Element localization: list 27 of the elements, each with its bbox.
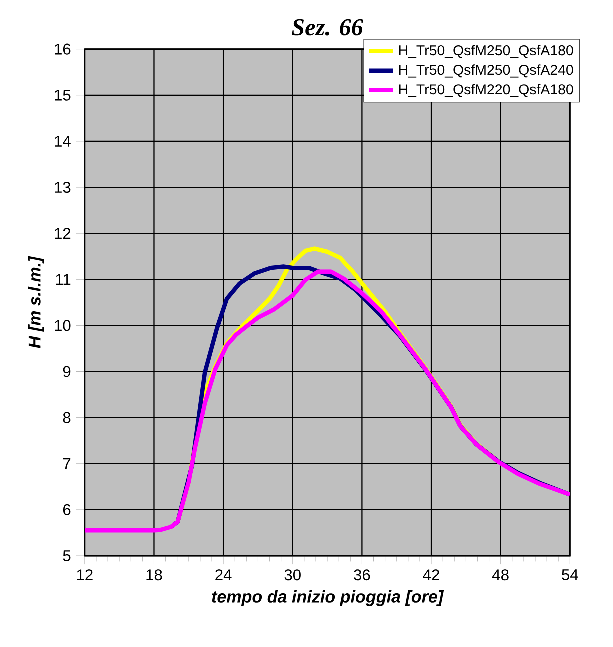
line-series (85, 270, 570, 533)
chart-title: Sez. 66 (292, 19, 364, 36)
y-tick-label: 13 (55, 182, 71, 194)
x-axis-title: tempo da inizio pioggia [ore] (212, 590, 444, 606)
x-tick-label: 12 (78, 570, 94, 580)
y-tick-label: 14 (55, 136, 72, 147)
x-tick-label: 18 (146, 570, 162, 581)
y-tick-label: 12 (55, 228, 71, 240)
y-tick-label: 9 (64, 366, 71, 378)
legend-label: H_Tr50_QsfM250_QsfA180 (400, 45, 574, 58)
y-tick-label: 15 (55, 90, 71, 101)
y-axis-title: H [m s.l.m.] (28, 256, 44, 348)
x-tick-label: 36 (354, 570, 370, 581)
y-tick-label: 6 (64, 504, 71, 516)
x-tick-label: 24 (216, 570, 232, 580)
y-tick-label: 8 (64, 412, 71, 424)
x-tick-label: 54 (562, 570, 579, 580)
x-tick-label: 48 (492, 570, 510, 581)
legend-label: H_Tr50_QsfM220_QsfA180 (400, 84, 574, 98)
y-tick-label: 11 (56, 274, 71, 286)
x-tick-label: 30 (284, 570, 302, 581)
y-tick-label: 10 (55, 320, 71, 332)
y-tick-label: 16 (55, 44, 71, 55)
y-tick-label: 5 (63, 550, 71, 562)
legend-label: H_Tr50_QsfM250_QsfA240 (400, 64, 574, 78)
y-tick-label: 7 (64, 458, 71, 470)
x-tick-label: 42 (423, 570, 440, 580)
